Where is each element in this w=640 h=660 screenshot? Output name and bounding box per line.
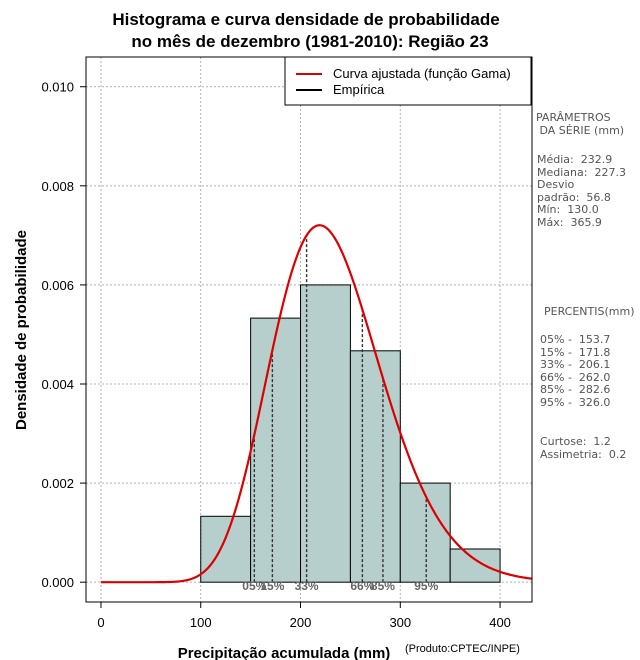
percentile-label: 33% xyxy=(295,579,319,593)
credit-text: (Produto:CPTEC/INPE) xyxy=(405,643,520,655)
percentile-label: 95% xyxy=(414,579,438,593)
y-tick-label: 0.002 xyxy=(41,476,74,491)
histogram-bar xyxy=(250,317,302,583)
histogram-bar xyxy=(449,548,501,583)
y-axis-label: Densidade de probabilidade xyxy=(13,230,30,430)
fitted-gamma-curve xyxy=(100,224,533,584)
chart-title-line2: no mês de dezembro (1981-2010): Região 2… xyxy=(131,32,488,51)
x-tick-label: 400 xyxy=(489,615,511,630)
histogram-bar xyxy=(200,515,252,583)
params-body: Média: 232.9 Mediana: 227.3 Desvio padrã… xyxy=(537,153,626,229)
legend-box xyxy=(284,56,532,106)
percentile-labels: 05%15% 33% 66%85% 95% xyxy=(242,579,438,593)
x-tick-label: 0 xyxy=(97,615,104,630)
x-tick-label: 200 xyxy=(290,615,312,630)
moments-body: Curtose: 1.2 Assimetria: 0.2 xyxy=(540,435,627,461)
percentile-label: 05% xyxy=(242,579,266,593)
x-axis-label: Precipitação acumulada (mm) xyxy=(178,645,391,660)
x-tick-label: 300 xyxy=(389,615,411,630)
percentile-lines xyxy=(253,235,427,583)
histogram-bar xyxy=(349,350,401,583)
percentile-label: 15% xyxy=(260,579,284,593)
y-tick-label: 0.008 xyxy=(41,179,74,194)
y-tick-label: 0.010 xyxy=(41,80,74,95)
histogram-bar xyxy=(300,284,351,583)
y-axis: 0.000 0.002 0.004 0.006 0.008 0.010 xyxy=(41,80,86,590)
percentis-body: 05% - 153.7 15% - 171.8 33% - 206.1 66% … xyxy=(540,333,611,409)
x-axis: 0 100 200 300 400 xyxy=(97,602,511,630)
legend-empirical-label: Empírica xyxy=(333,82,385,97)
legend: Curva ajustada (função Gama) Empírica xyxy=(284,56,532,106)
y-tick-label: 0.006 xyxy=(41,278,74,293)
x-tick-label: 100 xyxy=(190,615,212,630)
params-title: PARÂMETROS DA SÉRIE (mm) xyxy=(536,111,625,137)
histogram-bars xyxy=(200,284,501,583)
chart-title-line1: Histograma e curva densidade de probabil… xyxy=(112,10,499,29)
histogram-bar xyxy=(399,482,451,583)
percentile-label: 85% xyxy=(371,579,395,593)
percentile-label: 66% xyxy=(350,579,374,593)
y-tick-label: 0.000 xyxy=(41,575,74,590)
y-tick-label: 0.004 xyxy=(41,377,74,392)
percentis-title: PERCENTIS(mm) xyxy=(544,305,635,318)
legend-fitted-label: Curva ajustada (função Gama) xyxy=(333,66,511,81)
